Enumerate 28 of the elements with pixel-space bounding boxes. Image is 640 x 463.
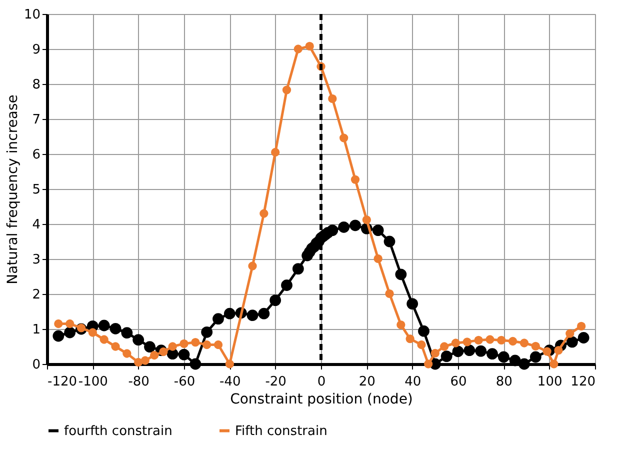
y-tick-label: 0 [32, 358, 40, 372]
x-tick-label: 120 [570, 374, 596, 390]
y-tick-label: 1 [32, 322, 40, 338]
x-tick-label: -120 [48, 374, 78, 390]
x-tick-label: -60 [174, 374, 196, 390]
y-tick-label: 4 [32, 218, 40, 232]
legend-label: Fifth constrain [235, 424, 328, 439]
x-tick-label: 60 [450, 374, 467, 390]
x-tick-label: -80 [128, 374, 150, 390]
y-tick-label: 9 [32, 42, 40, 58]
y-axis-title: Natural frequency increase [4, 94, 21, 284]
y-tick-label: 10 [24, 8, 40, 22]
y-tick-label: 7 [32, 112, 40, 128]
x-tick-label: -20 [265, 374, 286, 390]
x-tick-label: -100 [78, 374, 108, 390]
x-axis-title: Constraint position (node) [230, 392, 413, 408]
y-tick-label: 6 [32, 148, 40, 162]
y-tick-label: 3 [32, 252, 40, 268]
y-tick-label: 2 [32, 288, 40, 302]
x-tick-label: 100 [537, 374, 562, 390]
x-tick-label: 20 [358, 374, 376, 390]
x-tick-label: 0 [317, 374, 326, 390]
y-tick-label: 5 [32, 182, 40, 198]
x-tick-label: 80 [496, 374, 512, 390]
y-tick-label: 8 [32, 78, 40, 92]
legend-label: fourfth constrain [64, 424, 172, 439]
x-tick-label: 40 [404, 374, 422, 390]
x-tick-label: -40 [220, 374, 241, 390]
